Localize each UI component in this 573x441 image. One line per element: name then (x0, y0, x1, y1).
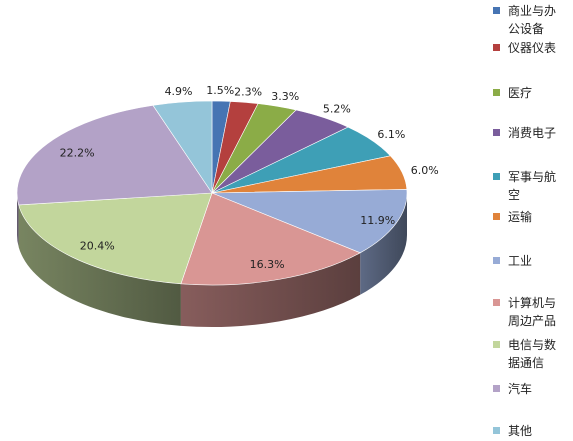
slice-value-label: 6.1% (377, 128, 405, 141)
pie-slice (18, 192, 213, 285)
legend-swatch (493, 257, 500, 264)
legend-label: 计算机与 (508, 295, 556, 310)
pie-slice (152, 100, 213, 194)
legend-swatch (493, 213, 500, 220)
slice-side (18, 204, 181, 326)
legend-label: 电信与数 (508, 337, 556, 352)
legend-label: 汽车 (508, 381, 532, 396)
legend-label: 运输 (508, 209, 532, 224)
legend-swatch (493, 427, 500, 434)
slice-value-label: 4.9% (165, 85, 193, 98)
legend: 商业与办公设备仪器仪表医疗消费电子军事与航空运输工业计算机与周边产品电信与数据通… (493, 3, 556, 438)
legend-swatch (493, 299, 500, 306)
legend-label: 商业与办 (508, 3, 556, 18)
slice-value-label: 11.9% (360, 214, 395, 227)
legend-label: 军事与航 (508, 169, 556, 184)
slice-value-label: 20.4% (80, 240, 115, 253)
legend-label: 仪器仪表 (508, 41, 556, 55)
legend-swatch (493, 385, 500, 392)
slice-value-label: 6.0% (411, 164, 439, 177)
slice-value-label: 16.3% (250, 258, 285, 271)
legend-swatch (493, 44, 500, 51)
slice-value-label: 2.3% (234, 85, 262, 98)
legend-label: 消费电子 (508, 126, 556, 140)
legend-label: 公设备 (508, 22, 544, 36)
legend-swatch (493, 7, 500, 14)
slice-side (17, 193, 19, 247)
pie-slice (211, 189, 408, 254)
legend-label: 医疗 (508, 86, 532, 100)
legend-label: 工业 (508, 254, 532, 268)
slice-side (360, 193, 407, 295)
legend-swatch (493, 129, 500, 136)
slice-value-label: 22.2% (60, 147, 95, 160)
legend-swatch (493, 341, 500, 348)
legend-label: 空 (508, 188, 520, 202)
legend-label: 据通信 (508, 356, 544, 370)
data-labels: 1.5% 2.3% 3.3% 5.2% 6.1% 6.0% 11.9% 16.3% 20.4% 2… (60, 84, 439, 271)
pie-slice (180, 192, 361, 286)
pie-slices (16, 100, 408, 286)
slice-value-label: 1.5% (206, 84, 234, 97)
legend-swatch (493, 173, 500, 180)
slice-value-label: 5.2% (323, 102, 351, 115)
pie-slice (16, 104, 213, 206)
legend-label: 其他 (508, 424, 532, 438)
legend-swatch (493, 89, 500, 96)
slice-value-label: 3.3% (271, 90, 299, 103)
legend-label: 周边产品 (508, 314, 556, 328)
